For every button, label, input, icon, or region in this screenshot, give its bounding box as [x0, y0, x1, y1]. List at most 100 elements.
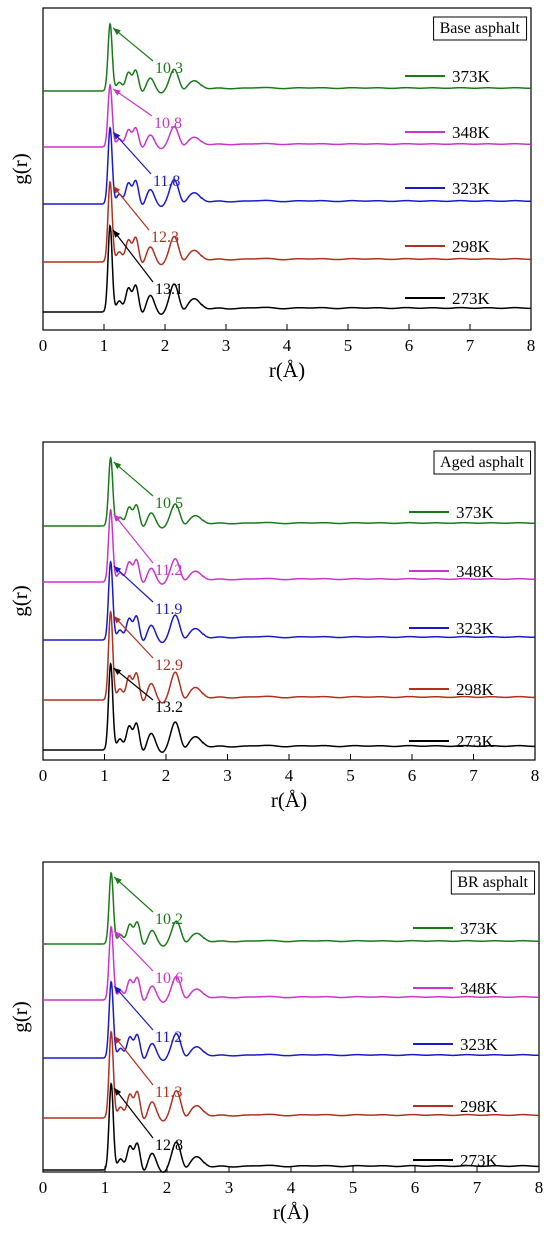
peak-value-label: 12.8	[155, 1137, 183, 1154]
peak-value-label: 12.3	[151, 229, 179, 246]
x-tick-label: 2	[161, 336, 170, 355]
x-tick-label: 1	[101, 1178, 110, 1197]
peak-value-label: 11.8	[153, 173, 180, 190]
legend-label: 273K	[452, 289, 491, 308]
series-line-298K	[43, 1030, 539, 1122]
peak-arrow-head	[113, 461, 122, 470]
peak-arrow-head	[114, 985, 122, 994]
peak-value-label: 10.3	[155, 60, 183, 77]
peak-value-label: 10.6	[155, 970, 183, 987]
peak-arrow-head	[114, 1087, 122, 1096]
chart-title: BR asphalt	[457, 874, 528, 891]
x-tick-label: 0	[39, 1178, 48, 1197]
peak-arrow-head	[113, 513, 121, 522]
x-tick-label: 2	[163, 1178, 172, 1197]
y-axis-label: g(r)	[8, 1001, 32, 1032]
plot-frame	[42, 7, 532, 331]
series-line-323K	[43, 980, 539, 1062]
peak-arrow	[112, 27, 154, 62]
x-tick-label: 7	[469, 766, 478, 785]
plot-frame	[42, 861, 540, 1173]
peak-arrow	[113, 1087, 154, 1139]
series-line-273K	[43, 662, 535, 753]
peak-arrow-head	[113, 667, 122, 675]
legend-label: 323K	[456, 619, 495, 638]
peak-value-label: 10.5	[155, 495, 183, 512]
x-tick-label: 6	[405, 336, 414, 355]
series-line-323K	[43, 126, 531, 208]
series-line-373K	[43, 456, 535, 529]
peak-arrow	[113, 565, 154, 603]
peak-arrow	[113, 513, 154, 564]
peak-arrow	[113, 985, 154, 1031]
peak-arrow	[113, 876, 154, 913]
peak-arrow-head	[113, 88, 121, 96]
legend-label: 323K	[452, 179, 491, 198]
x-tick-label: 4	[285, 766, 294, 785]
title-box	[450, 870, 536, 895]
x-tick-label: 8	[527, 336, 536, 355]
peak-arrow	[113, 930, 154, 972]
legend-label: 273K	[456, 732, 495, 751]
peak-arrow-head	[113, 565, 122, 574]
peak-arrow	[112, 229, 154, 283]
x-tick-label: 5	[346, 766, 355, 785]
x-tick-label: 7	[466, 336, 475, 355]
peak-value-label: 12.9	[155, 657, 183, 674]
x-axis-label: r(Å)	[273, 1200, 309, 1224]
x-tick-label: 3	[225, 1178, 234, 1197]
legend-label: 298K	[456, 680, 495, 699]
peak-arrow-head	[113, 615, 121, 624]
legend-label: 373K	[452, 67, 491, 86]
peak-arrow-head	[114, 1035, 122, 1044]
x-tick-label: 1	[100, 766, 109, 785]
x-tick-label: 0	[39, 336, 48, 355]
x-tick-label: 0	[39, 766, 48, 785]
x-tick-label: 4	[283, 336, 292, 355]
legend-label: 273K	[460, 1151, 499, 1170]
legend-label: 348K	[460, 979, 499, 998]
x-tick-label: 3	[223, 766, 232, 785]
legend-label: 373K	[456, 503, 495, 522]
series-line-298K	[43, 180, 531, 266]
x-tick-label: 1	[100, 336, 109, 355]
title-box	[433, 450, 532, 475]
x-tick-label: 5	[349, 1178, 358, 1197]
series-line-298K	[43, 610, 535, 704]
series-line-373K	[43, 871, 539, 947]
legend-label: 323K	[460, 1035, 499, 1054]
x-axis-label: r(Å)	[271, 788, 307, 812]
x-tick-label: 4	[287, 1178, 296, 1197]
peak-arrow-head	[114, 876, 122, 885]
legend-label: 298K	[460, 1097, 499, 1116]
legend-label: 373K	[460, 919, 499, 938]
chart-panel-2: 0 1 2 3 4 5 6 7 8 r(Å) g(r) Aged asphalt 373K 10.5 348…	[8, 441, 540, 812]
x-tick-label: 3	[222, 336, 231, 355]
legend-label: 348K	[456, 562, 495, 581]
plot-frame	[42, 441, 536, 761]
peak-value-label: 11.3	[155, 1084, 182, 1101]
title-box	[433, 16, 528, 41]
peak-arrow	[112, 88, 153, 117]
peak-value-label: 11.9	[155, 601, 182, 618]
x-tick-label: 8	[531, 766, 540, 785]
chart-panel-3: 0 1 2 3 4 5 6 7 8 r(Å) g(r) BR asphalt 373K 10.2 348K 1…	[8, 861, 544, 1224]
peak-value-label: 10.2	[155, 911, 183, 928]
peak-arrow	[112, 131, 152, 175]
peak-arrow	[113, 461, 154, 497]
peak-arrow	[113, 615, 154, 659]
peak-value-label: 10.8	[154, 115, 182, 132]
x-tick-label: 5	[344, 336, 353, 355]
peak-arrow	[113, 667, 154, 701]
x-tick-label: 6	[411, 1178, 420, 1197]
series-line-348K	[43, 508, 535, 585]
peak-arrow-head	[113, 131, 121, 140]
peak-value-label: 13.1	[155, 281, 183, 298]
peak-arrow-head	[113, 185, 121, 194]
x-tick-label: 8	[535, 1178, 544, 1197]
x-tick-label: 2	[162, 766, 171, 785]
y-axis-label: g(r)	[8, 585, 32, 616]
legend-label: 348K	[452, 123, 491, 142]
series-line-348K	[43, 925, 539, 1003]
